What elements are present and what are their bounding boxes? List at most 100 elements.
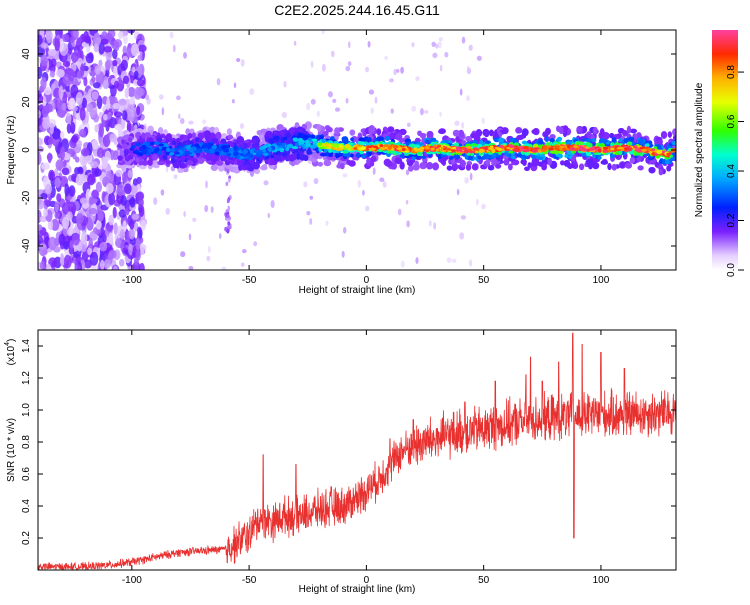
snr-scale-prefix: (x10 <box>6 345 17 365</box>
spectrogram-speck <box>437 41 442 49</box>
spectrogram-band-cell <box>281 152 288 157</box>
spectrogram-band-cell <box>615 142 619 146</box>
spectrogram-noise-cell <box>129 196 136 208</box>
spectrogram-speck <box>461 121 465 129</box>
spectrogram-band-cell <box>430 147 435 151</box>
y-tick-label: 0.4 <box>21 499 32 513</box>
y-tick-label: 40 <box>21 48 32 60</box>
spectrogram-band-cell <box>485 158 490 166</box>
spectrogram-band-cell <box>607 162 612 171</box>
spectrogram-band-cell <box>282 129 288 134</box>
spectrogram-speck <box>468 44 473 51</box>
spectrogram-noise-cell <box>45 183 52 195</box>
spectrogram-band-cell <box>432 162 440 171</box>
spectrogram-noise-cell <box>91 139 99 150</box>
snr-plot-area <box>38 332 676 570</box>
spectrogram-band-cell <box>522 145 529 150</box>
spectrogram-band-cell <box>516 134 524 140</box>
spectrogram-band-cell <box>483 146 488 151</box>
spectrogram-noise-cell <box>113 265 118 270</box>
spectrogram-speck <box>345 65 351 72</box>
spectrogram-noise-cell <box>94 124 100 133</box>
spectrogram-band-cell <box>376 128 382 136</box>
spectrogram-speck <box>227 196 231 202</box>
spectrogram-speck <box>131 66 136 73</box>
spectrogram-noise-cell <box>117 31 124 40</box>
spectrogram-band-cell <box>616 147 623 150</box>
spectrogram-band-cell <box>562 125 569 133</box>
spectrogram-speck <box>365 205 370 212</box>
spectrogram-noise-cell <box>93 114 100 123</box>
spectrogram-band-cell <box>204 149 211 153</box>
spectrogram-speck <box>439 111 442 117</box>
spectrogram-band-cell <box>369 160 375 167</box>
spectrogram-noise-cell <box>108 232 114 245</box>
spectrogram-band-cell <box>172 161 179 169</box>
spectrogram-band-cell <box>317 161 324 167</box>
spectrogram-band-cell <box>179 162 186 169</box>
spectrogram-band-cell <box>446 165 453 171</box>
spectrogram-noise-cell <box>41 105 49 118</box>
spectrogram-noise-cell <box>104 59 112 71</box>
spectrogram-band-cell <box>366 150 373 157</box>
spectrogram-noise-cell <box>118 209 127 218</box>
spectrogram-speck <box>334 107 341 112</box>
spectrogram-speck <box>227 205 231 212</box>
spectrogram-band-cell <box>452 164 460 170</box>
spectrogram-noise-cell <box>93 43 100 53</box>
spectrogram-band-cell <box>435 148 440 152</box>
spectrogram-speck <box>469 172 473 181</box>
spectrogram-band-cell <box>592 126 598 135</box>
spectrogram-noise-cell <box>97 211 104 222</box>
spectrogram-band-cell <box>654 161 660 167</box>
spectrogram-speck <box>451 258 457 263</box>
spectrogram-band-cell <box>215 160 224 166</box>
spectrogram-band-cell <box>567 163 575 169</box>
spectrogram-noise-cell <box>61 102 67 111</box>
spectrogram-noise-cell <box>135 238 141 251</box>
spectrogram-band-cell <box>626 125 632 134</box>
spectrogram-band-cell <box>291 146 298 150</box>
spectrogram-band-cell <box>153 163 160 169</box>
spectrogram-band-cell <box>349 129 356 136</box>
spectrogram-speck <box>481 117 485 124</box>
spectrogram-speck <box>253 241 258 247</box>
spectrogram-band-cell <box>312 138 318 142</box>
spectrogram-band-cell <box>232 151 239 156</box>
spectrogram-band-cell <box>389 132 395 141</box>
spectrogram-band-cell <box>214 151 220 156</box>
spectrogram-noise-cell <box>77 167 84 175</box>
spectrogram-noise-cell <box>121 171 128 184</box>
spectrogram-band-cell <box>152 154 159 161</box>
spectrogram-band-cell <box>242 149 248 154</box>
spectrogram-band-cell <box>671 141 676 146</box>
spectrogram-band-cell <box>212 137 219 144</box>
spectrogram-band-cell <box>471 163 479 171</box>
spectrogram-noise-cell <box>99 241 108 252</box>
spectrogram-band-cell <box>138 138 145 143</box>
spectrogram-speck <box>281 111 287 118</box>
spectrogram-band-cell <box>531 128 540 135</box>
spectrogram-band-cell <box>477 155 482 160</box>
spectrogram-noise-cell <box>40 76 47 90</box>
spectrogram-noise-cell <box>62 60 70 67</box>
spectrogram-speck <box>379 177 385 183</box>
x-tick-label: -50 <box>242 575 257 586</box>
spectrogram-band-cell <box>531 162 539 167</box>
spectrogram-band-cell <box>599 128 605 136</box>
spectrogram-speck <box>456 188 460 196</box>
spectrogram-band-cell <box>446 148 452 151</box>
spectrogram-band-cell <box>227 134 234 140</box>
spectrogram-speck <box>310 98 316 105</box>
spectrogram-band-cell <box>487 165 495 171</box>
spectrogram-band-cell <box>273 155 281 162</box>
spectrogram-band-cell <box>408 148 412 151</box>
spectrogram-noise-cell <box>118 258 125 267</box>
spectrogram-speck <box>428 220 432 227</box>
spectrogram-speck <box>461 36 466 44</box>
spectrogram-noise-cell <box>115 41 120 52</box>
spectrogram-speck <box>397 163 400 169</box>
spectrogram-noise-cell <box>65 112 72 124</box>
